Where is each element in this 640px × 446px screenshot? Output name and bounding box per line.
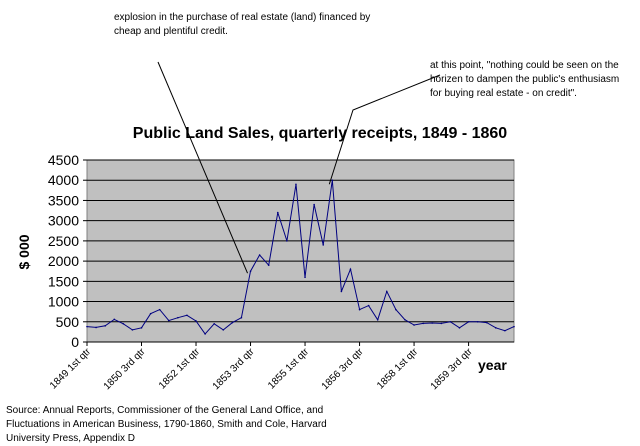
y-tick-label: 500 xyxy=(56,314,80,330)
data-point xyxy=(167,319,170,322)
data-points xyxy=(86,179,515,335)
y-tick-label: 3000 xyxy=(48,213,79,229)
data-point xyxy=(222,329,225,331)
data-point xyxy=(349,268,352,271)
data-point xyxy=(304,276,306,279)
data-point xyxy=(313,203,315,206)
x-tick-label: 1858 1st qtr xyxy=(375,346,421,392)
series-line xyxy=(86,180,515,335)
data-point xyxy=(431,322,434,324)
data-point xyxy=(467,320,470,323)
x-tick-label: 1855 1st qtr xyxy=(266,346,312,392)
data-point xyxy=(86,325,88,328)
annotation-pointer-2 xyxy=(328,74,441,185)
data-point xyxy=(122,323,125,325)
data-point xyxy=(140,327,143,329)
annotation-credit-explosion: explosion in the purchase of real estate… xyxy=(114,12,371,37)
data-point xyxy=(249,270,252,273)
data-point xyxy=(104,325,106,327)
data-point xyxy=(495,327,497,329)
data-point xyxy=(485,321,488,324)
data-point xyxy=(204,333,206,335)
data-point xyxy=(367,304,370,307)
data-point xyxy=(422,322,424,325)
annotation-pointer-1 xyxy=(157,61,248,274)
data-point xyxy=(513,325,515,328)
data-point xyxy=(476,320,479,323)
y-tick-labels: 0 500 1000 1500 2000 2500 3000 3500 4000 4500 xyxy=(48,152,79,350)
x-tick-label: 1849 1st qtr xyxy=(48,346,94,392)
data-point xyxy=(386,290,388,293)
data-point xyxy=(504,329,506,332)
x-tick-label: 1852 1st qtr xyxy=(157,346,203,392)
data-point xyxy=(113,318,116,321)
y-tick-label: 1000 xyxy=(48,294,79,310)
y-tick-label: 3500 xyxy=(48,192,79,208)
chart-title: Public Land Sales, quarterly receipts, 1… xyxy=(132,125,508,142)
data-point xyxy=(340,290,343,293)
y-tick-label: 2500 xyxy=(48,233,79,249)
data-point xyxy=(267,264,270,266)
data-point xyxy=(231,321,234,324)
y-tick-label: 1500 xyxy=(48,273,79,289)
data-point xyxy=(276,211,279,214)
data-point xyxy=(449,320,452,323)
data-point xyxy=(404,318,406,321)
x-tick-labels: 1849 1st qtr 1850 3rd qtr 1852 1st qtr 1853… xyxy=(48,342,475,392)
y-tick-label: 4000 xyxy=(48,172,79,188)
data-point xyxy=(295,183,297,186)
data-point xyxy=(413,324,415,326)
data-point xyxy=(213,323,215,325)
x-tick-label: 1850 3rd qtr xyxy=(102,346,148,392)
data-point xyxy=(258,254,261,256)
data-point xyxy=(322,244,325,246)
data-point xyxy=(331,179,334,182)
data-point xyxy=(131,329,134,331)
data-point xyxy=(440,322,443,325)
gridlines xyxy=(83,159,514,343)
source-note: Source: Annual Reports, Commissioner of … xyxy=(6,405,327,444)
y-tick-label: 4500 xyxy=(48,152,79,168)
data-point xyxy=(158,308,161,311)
data-point xyxy=(458,327,461,329)
x-axis-label: year xyxy=(478,357,507,373)
y-tick-label: 0 xyxy=(71,334,79,350)
data-point xyxy=(358,308,361,311)
data-point xyxy=(286,240,288,242)
data-point xyxy=(240,316,243,319)
x-tick-label: 1856 3rd qtr xyxy=(320,346,366,392)
data-point xyxy=(95,326,97,329)
y-tick-label: 2000 xyxy=(48,253,79,269)
data-point xyxy=(149,312,152,315)
x-tick-label: 1853 3rd qtr xyxy=(211,346,257,392)
x-tick-label: 1859 3rd qtr xyxy=(429,346,475,392)
data-point xyxy=(395,308,397,311)
plot-area xyxy=(86,159,515,343)
data-point xyxy=(195,320,197,322)
data-point xyxy=(186,314,188,317)
data-point xyxy=(376,318,379,321)
data-point xyxy=(177,316,179,319)
annotation-public-enthusiasm: at this point, "nothing could be seen on… xyxy=(430,60,620,99)
